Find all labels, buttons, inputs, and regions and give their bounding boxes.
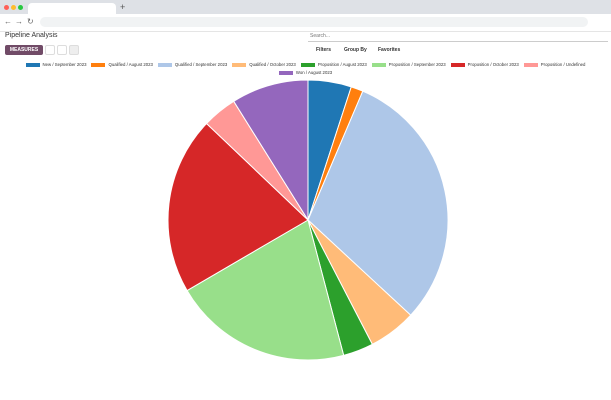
browser-navbar: ← → ↻ [0, 14, 611, 32]
legend-swatch [91, 62, 106, 67]
page-title: Pipeline Analysis [5, 32, 58, 39]
legend-item[interactable]: Proposition / Undefined [523, 62, 586, 67]
legend-swatch [278, 70, 293, 75]
legend-label: Qualified / August 2023 [108, 62, 153, 67]
filters-button[interactable]: Filters [316, 47, 332, 53]
close-dot[interactable] [4, 5, 9, 10]
legend-label: Proposition / Undefined [540, 62, 586, 67]
legend-label: Proposition / October 2023 [467, 62, 519, 67]
legend-swatch [157, 62, 172, 67]
forward[interactable]: → [15, 17, 23, 26]
legend-swatch [300, 62, 315, 67]
pie-slice [167, 122, 309, 292]
group-by-button[interactable]: Group By [344, 47, 367, 53]
pie-slice [307, 90, 449, 316]
legend-swatch [371, 62, 386, 67]
pie-slice [233, 79, 309, 222]
legend-label: Qualified / October 2023 [249, 62, 296, 67]
legend: New / September 2023 Qualified / August 2… [10, 62, 601, 75]
legend-item[interactable]: Qualified / September 2023 [157, 62, 228, 67]
line-chart-button[interactable] [57, 45, 67, 55]
legend-item[interactable]: New / September 2023 [25, 62, 87, 67]
new-tab[interactable]: + [120, 2, 126, 12]
legend-item[interactable]: Proposition / September 2023 [371, 62, 446, 67]
legend-swatch [25, 62, 40, 67]
browser-tab[interactable] [28, 3, 116, 14]
search-box[interactable]: Search... [308, 32, 608, 42]
legend-item[interactable]: Qualified / August 2023 [91, 62, 153, 67]
pie-chart-button[interactable] [69, 45, 79, 55]
reload[interactable]: ↻ [27, 17, 34, 26]
back[interactable]: ← [4, 17, 12, 26]
maximize-dot[interactable] [18, 5, 23, 10]
legend-swatch [232, 62, 247, 67]
legend-label: Qualified / September 2023 [174, 62, 228, 67]
bar-chart-button[interactable] [45, 45, 55, 55]
legend-swatch [523, 62, 538, 67]
legend-swatch [450, 62, 465, 67]
address-bar[interactable] [40, 17, 588, 27]
search-placeholder: Search... [310, 33, 331, 39]
pie-slice [186, 219, 345, 361]
browser-tabbar: + [0, 0, 611, 14]
legend-item[interactable]: Proposition / October 2023 [450, 62, 519, 67]
legend-item[interactable]: Won / August 2023 [278, 70, 333, 75]
legend-label: Won / August 2023 [295, 70, 333, 75]
measures-button[interactable]: MEASURES [5, 45, 43, 55]
favorites-button[interactable]: Favorites [378, 47, 401, 53]
minimize-dot[interactable] [11, 5, 16, 10]
legend-label: Proposition / September 2023 [388, 62, 446, 67]
legend-label: New / September 2023 [42, 62, 87, 67]
legend-item[interactable]: Proposition / August 2023 [300, 62, 367, 67]
legend-item[interactable]: Qualified / October 2023 [232, 62, 296, 67]
legend-label: Proposition / August 2023 [317, 62, 367, 67]
